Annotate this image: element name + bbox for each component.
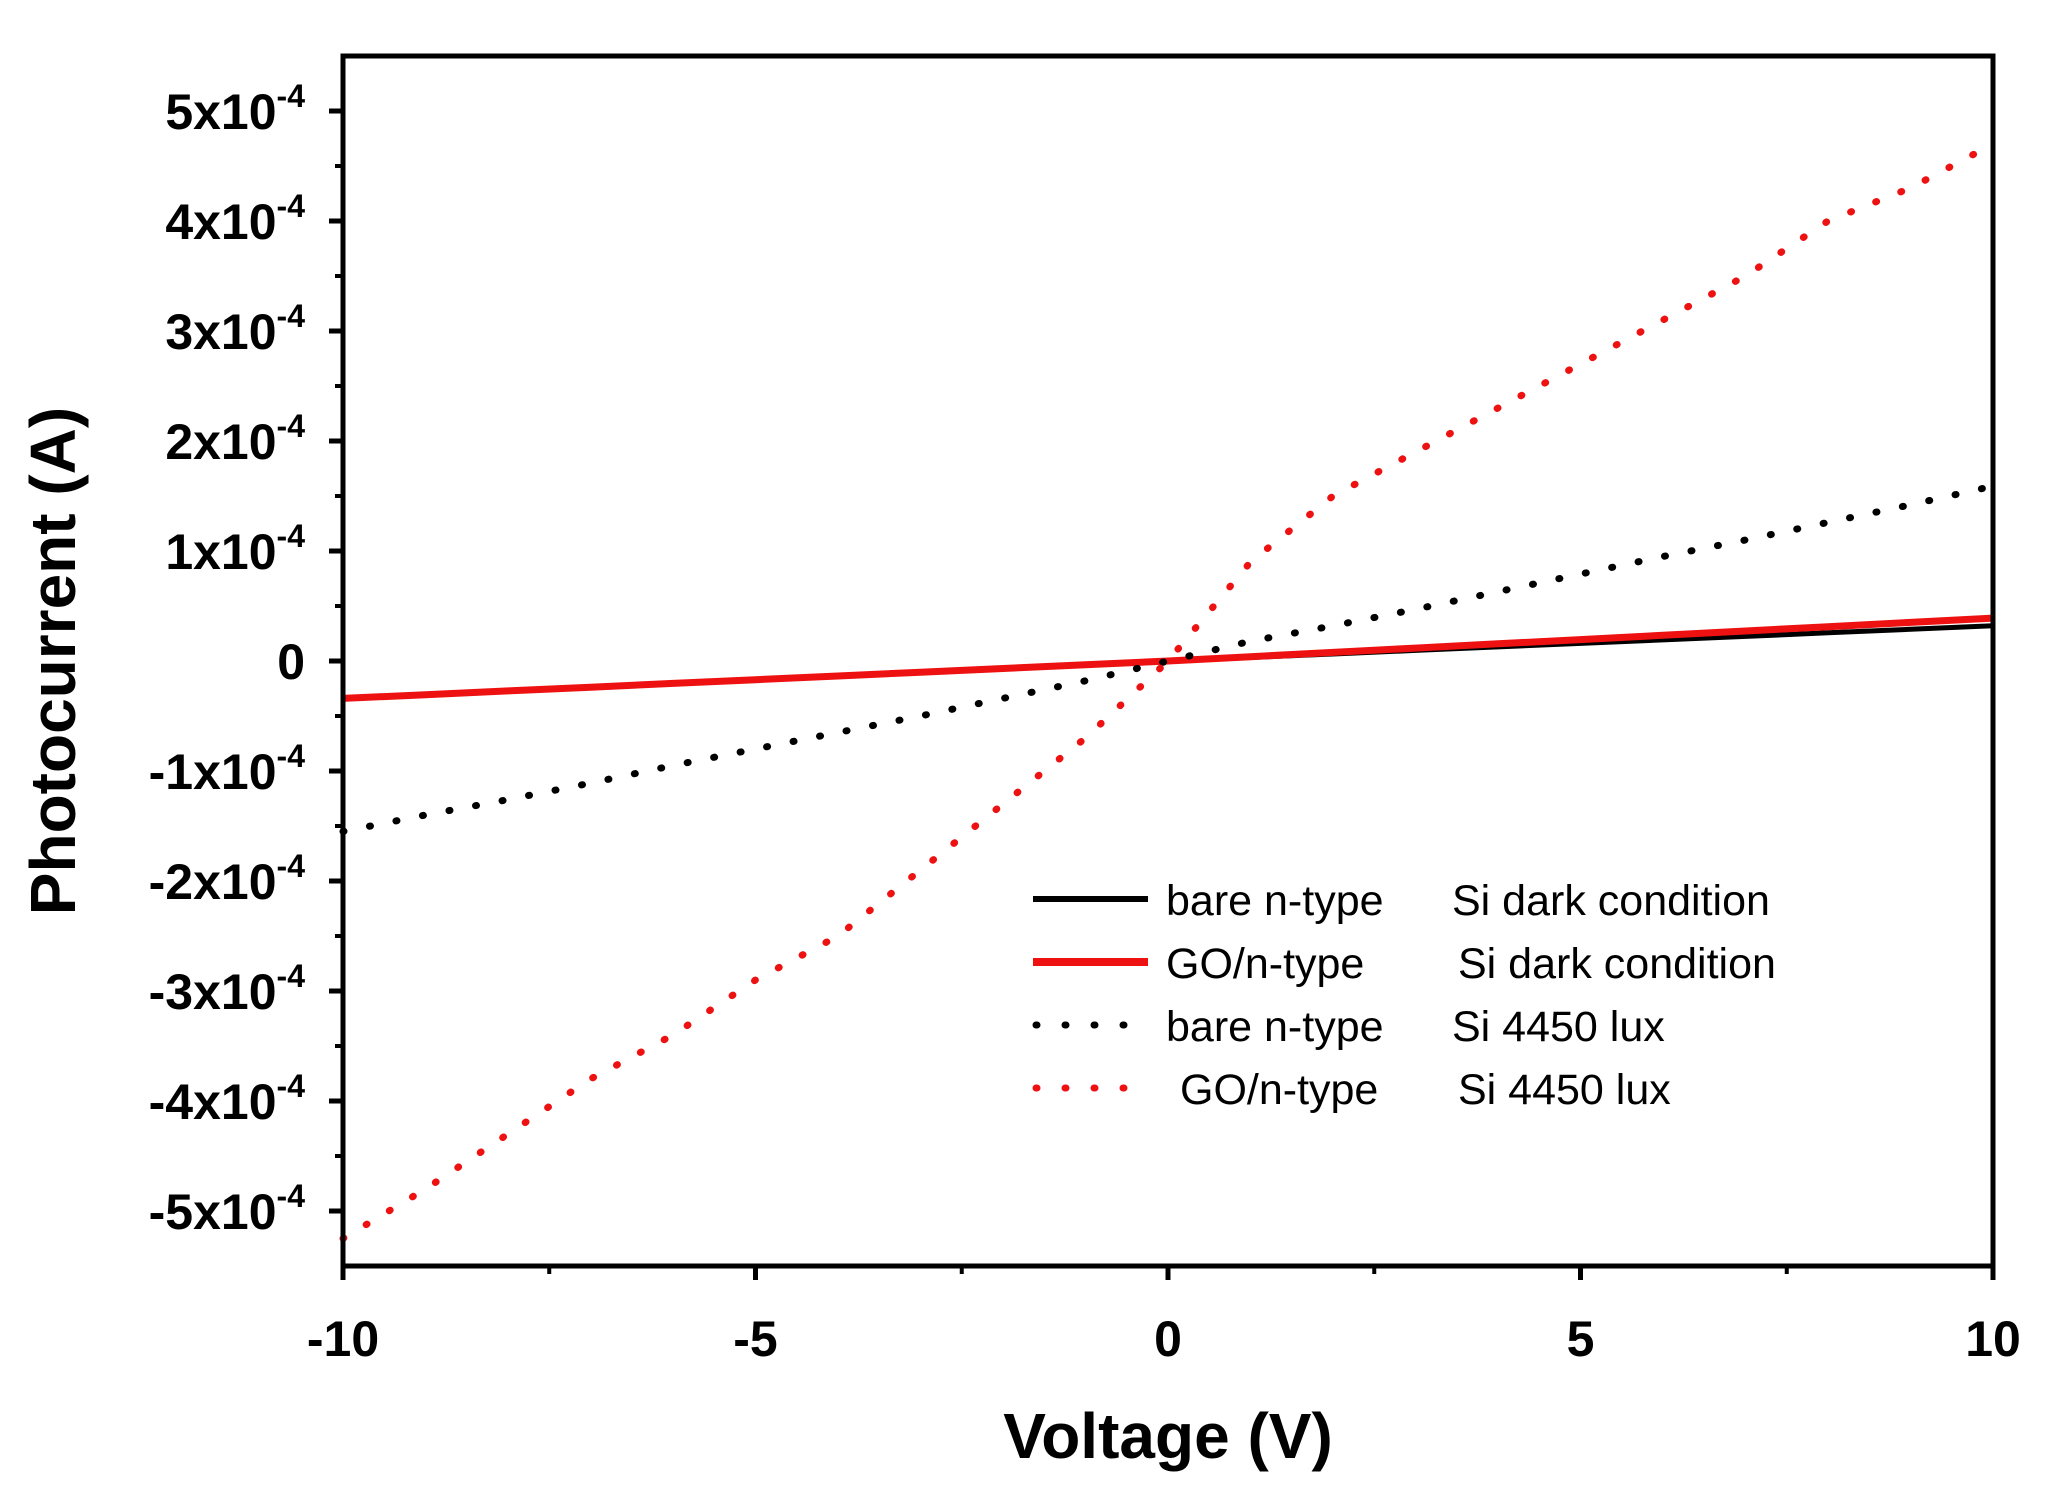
y-tick-label: 3x10-4 — [165, 298, 305, 360]
y-tick-label: -1x10-4 — [149, 738, 306, 800]
legend-label-go-dark-condition: Si dark condition — [1458, 940, 1776, 988]
series-layer — [339, 140, 1997, 1242]
y-axis-title: Photocurrent (A) — [17, 407, 89, 915]
x-tick-label: 5 — [1567, 1311, 1595, 1367]
legend-label-bare-dark: bare n-type — [1166, 877, 1384, 925]
legend-label-bare-lux: bare n-type — [1166, 1003, 1384, 1051]
y-tick-label: -3x10-4 — [149, 958, 306, 1020]
y-tick-label: 1x10-4 — [165, 518, 305, 580]
series-line-go-n-type-si-4450-lux — [339, 140, 1997, 1242]
y-tick-label: 0 — [277, 634, 305, 690]
legend-label-go-lux-condition: Si 4450 lux — [1458, 1066, 1671, 1114]
legend-label-go-dark: GO/n-type — [1166, 940, 1364, 988]
series-line-bare-n-type-si-4450-lux — [339, 482, 1997, 835]
y-tick-label: 2x10-4 — [165, 408, 305, 470]
ticks-layer — [329, 108, 1996, 1280]
x-axis-title: Voltage (V) — [1003, 1400, 1333, 1472]
labels-layer: -10 -5 0 5 10 5x10-4 4x10-4 3x10-4 2x10-4 1x10-4 0… — [149, 78, 2021, 1367]
y-tick-label: -2x10-4 — [149, 848, 306, 910]
legend: bare n-type Si dark condition GO/n-type … — [1032, 877, 1776, 1114]
legend-label-go-lux: GO/n-type — [1180, 1066, 1378, 1114]
y-tick-label: -4x10-4 — [149, 1068, 306, 1130]
y-tick-label: 5x10-4 — [165, 78, 305, 140]
legend-label-bare-lux-condition: Si 4450 lux — [1452, 1003, 1665, 1051]
y-tick-label: -5x10-4 — [149, 1178, 306, 1240]
x-tick-label: 10 — [1965, 1311, 2021, 1367]
y-tick-label: 4x10-4 — [165, 188, 305, 250]
x-tick-label: 0 — [1154, 1311, 1182, 1367]
legend-label-bare-dark-condition: Si dark condition — [1452, 877, 1770, 925]
series-line-go-n-type-si-dark-condition — [342, 614, 1994, 702]
x-tick-label: -10 — [307, 1311, 379, 1367]
x-tick-label: -5 — [733, 1311, 777, 1367]
